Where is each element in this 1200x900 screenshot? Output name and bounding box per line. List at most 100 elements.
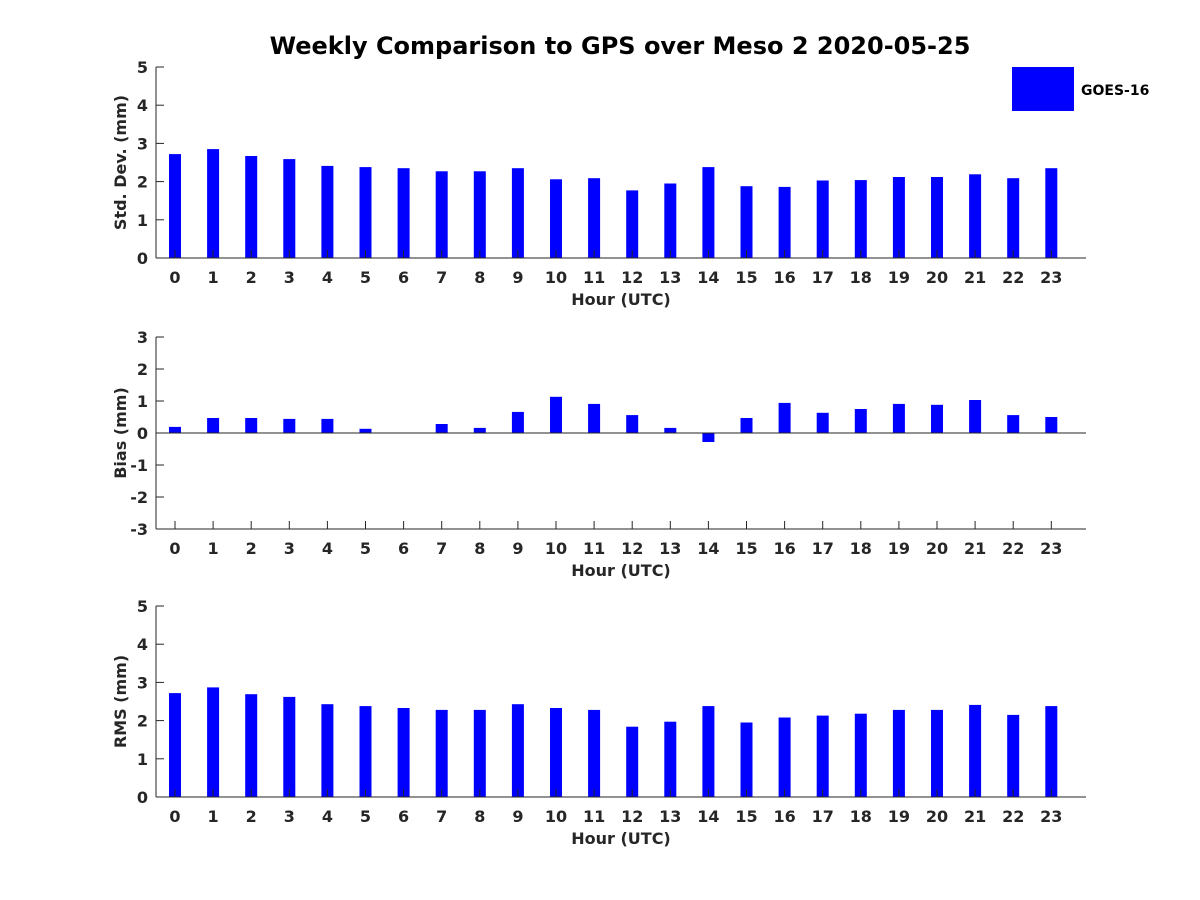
- x-tick-label: 16: [773, 807, 795, 826]
- y-tick-label: 2: [137, 360, 148, 379]
- x-tick-label: 9: [512, 539, 523, 558]
- bar-rms-11: [588, 709, 601, 797]
- x-tick-label: 16: [773, 268, 795, 287]
- bar-bias-8: [473, 427, 486, 433]
- x-tick-label: 14: [697, 807, 719, 826]
- y-tick-label: 2: [137, 173, 148, 192]
- x-tick-label: 21: [964, 539, 986, 558]
- x-tick-label: 19: [888, 268, 910, 287]
- bar-rms-3: [283, 696, 296, 797]
- x-tick-label: 10: [545, 807, 567, 826]
- bar-std-19: [892, 177, 905, 258]
- bar-bias-22: [1007, 415, 1020, 433]
- bar-bias-15: [740, 418, 753, 433]
- x-tick-label: 21: [964, 268, 986, 287]
- x-tick-label: 11: [583, 539, 605, 558]
- legend-label: GOES-16: [1081, 83, 1149, 99]
- bar-bias-11: [588, 403, 601, 433]
- bar-std-4: [321, 165, 334, 258]
- x-tick-label: 5: [360, 539, 371, 558]
- x-tick-label: 3: [284, 807, 295, 826]
- bar-std-18: [854, 180, 867, 258]
- x-tick-label: 23: [1040, 268, 1062, 287]
- bar-std-16: [778, 186, 791, 258]
- bar-std-14: [702, 167, 715, 258]
- x-tick-label: 4: [322, 539, 333, 558]
- x-tick-label: 12: [621, 807, 643, 826]
- x-tick-label: 14: [697, 539, 719, 558]
- x-tick-label: 0: [169, 268, 180, 287]
- bar-rms-0: [169, 693, 181, 797]
- x-tick-label: 22: [1002, 539, 1024, 558]
- bar-rms-7: [435, 709, 448, 797]
- bar-bias-2: [245, 418, 258, 433]
- bar-bias-13: [664, 427, 677, 433]
- legend-swatch: [1012, 67, 1074, 111]
- bar-bias-3: [283, 418, 296, 433]
- x-tick-label: 0: [169, 539, 180, 558]
- chart-title: Weekly Comparison to GPS over Meso 2 202…: [270, 32, 971, 60]
- x-tick-label: 21: [964, 807, 986, 826]
- y-tick-label: 4: [137, 96, 148, 115]
- x-tick-label: 1: [208, 539, 219, 558]
- bar-bias-4: [321, 418, 334, 433]
- bar-bias-23: [1045, 417, 1058, 433]
- x-tick-label: 22: [1002, 807, 1024, 826]
- bar-rms-2: [245, 694, 258, 797]
- bar-std-17: [816, 180, 829, 258]
- bar-std-20: [931, 177, 943, 258]
- bar-bias-1: [207, 418, 220, 433]
- bar-bias-9: [511, 411, 524, 433]
- x-axis-label: Hour (UTC): [571, 829, 671, 848]
- bar-rms-8: [473, 709, 486, 797]
- x-tick-label: 13: [659, 268, 681, 287]
- x-tick-label: 13: [659, 539, 681, 558]
- x-tick-label: 3: [284, 539, 295, 558]
- x-tick-label: 7: [436, 268, 447, 287]
- x-tick-label: 9: [512, 268, 523, 287]
- x-tick-label: 20: [926, 539, 948, 558]
- x-tick-label: 18: [850, 539, 872, 558]
- bar-bias-12: [626, 415, 639, 433]
- bar-std-7: [435, 171, 448, 258]
- bar-rms-18: [854, 713, 867, 797]
- bar-std-9: [511, 168, 524, 258]
- y-axis-label: Bias (mm): [111, 387, 130, 479]
- x-tick-label: 12: [621, 539, 643, 558]
- bar-bias-20: [931, 404, 943, 433]
- y-tick-label: 3: [137, 328, 148, 347]
- bar-std-15: [740, 186, 753, 258]
- x-tick-label: 16: [773, 539, 795, 558]
- x-tick-label: 12: [621, 268, 643, 287]
- x-tick-label: 20: [926, 807, 948, 826]
- bar-std-23: [1045, 168, 1058, 258]
- y-tick-label: 1: [137, 392, 148, 411]
- bar-rms-17: [816, 715, 829, 797]
- y-tick-label: 1: [137, 211, 148, 230]
- x-tick-label: 18: [850, 268, 872, 287]
- y-tick-label: 4: [137, 635, 148, 654]
- x-tick-label: 1: [208, 807, 219, 826]
- bar-std-21: [969, 174, 982, 258]
- x-tick-label: 10: [545, 539, 567, 558]
- bar-bias-14: [702, 433, 715, 442]
- bar-std-3: [283, 159, 296, 258]
- bar-rms-10: [550, 708, 562, 797]
- bar-std-22: [1007, 178, 1020, 258]
- bar-bias-17: [816, 412, 829, 433]
- bar-bias-16: [778, 402, 791, 433]
- x-tick-label: 15: [735, 539, 757, 558]
- x-tick-label: 7: [436, 539, 447, 558]
- bar-rms-23: [1045, 706, 1058, 797]
- x-tick-label: 10: [545, 268, 567, 287]
- x-axis-label: Hour (UTC): [571, 561, 671, 580]
- bar-bias-0: [169, 426, 181, 433]
- x-tick-label: 11: [583, 807, 605, 826]
- x-axis-label: Hour (UTC): [571, 290, 671, 309]
- y-tick-label: -1: [130, 456, 148, 475]
- x-tick-label: 7: [436, 807, 447, 826]
- x-tick-label: 13: [659, 807, 681, 826]
